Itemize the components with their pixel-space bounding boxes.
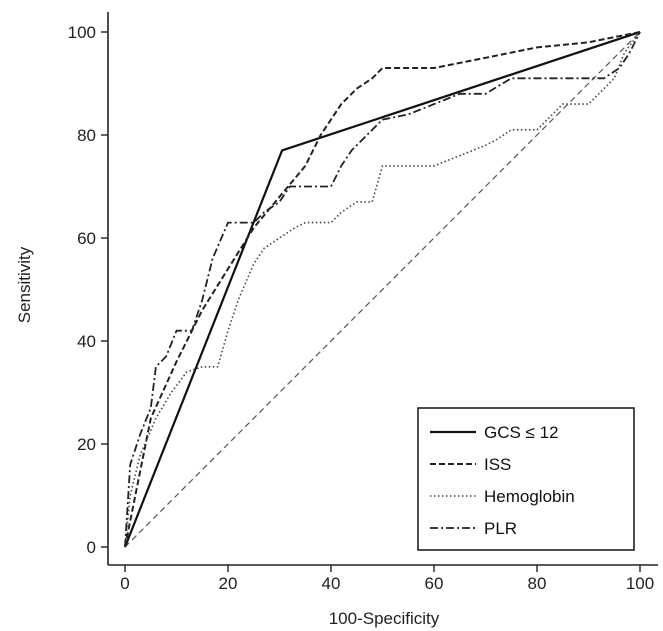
y-tick-label: 100 (68, 23, 96, 42)
y-tick-label: 0 (87, 538, 96, 557)
y-tick-label: 20 (77, 435, 96, 454)
y-axis-ticks: 0 20 40 60 80 100 (68, 23, 108, 557)
x-tick-label: 60 (425, 574, 444, 593)
x-tick-label: 40 (322, 574, 341, 593)
series-layer (123, 30, 641, 548)
legend-label: PLR (484, 519, 517, 538)
x-tick-label: 100 (626, 574, 654, 593)
y-tick-label: 40 (77, 332, 96, 351)
y-axis-title: Sensitivity (15, 246, 34, 323)
legend-label: Hemoglobin (484, 487, 575, 506)
legend: GCS ≤ 12 ISS Hemoglobin PLR (417, 407, 635, 551)
x-tick-label: 0 (120, 574, 129, 593)
y-tick-label: 80 (77, 126, 96, 145)
series-line-hemoglobin (124, 31, 641, 548)
x-tick-label: 80 (528, 574, 547, 593)
x-axis-ticks: 0 20 40 60 80 100 (120, 565, 654, 593)
plot-frame (107, 12, 658, 566)
y-tick-label: 60 (77, 229, 96, 248)
x-tick-label: 20 (219, 574, 238, 593)
x-axis-title: 100-Specificity (329, 609, 440, 628)
legend-label: GCS ≤ 12 (484, 423, 559, 442)
legend-label: ISS (484, 455, 511, 474)
reference-diagonal (124, 31, 641, 548)
series-line-gcs-12 (123, 30, 641, 548)
series-line-plr (124, 31, 641, 548)
